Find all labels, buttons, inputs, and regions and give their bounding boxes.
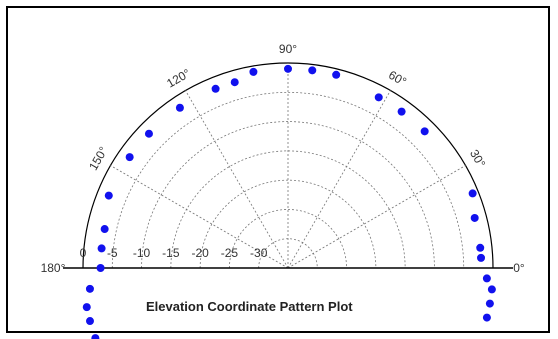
radial-tick-label: 0 [80, 246, 87, 260]
radial-tick-label: -10 [133, 246, 151, 260]
data-point [487, 285, 496, 294]
data-point [211, 84, 220, 93]
grid-arc [229, 209, 347, 269]
angle-tick-label: 120° [164, 66, 193, 91]
tick-labels: 0 -5 -10 -15 -20 -25 -30 0° 30° 60° 90° 120° 150° 180… [41, 42, 525, 275]
data-point [85, 317, 94, 326]
chart-title: Elevation Coordinate Pattern Plot [146, 299, 353, 314]
grid-arc [199, 179, 377, 269]
angle-tick-label: 60° [386, 68, 409, 89]
data-point [104, 191, 113, 200]
radial-tick-label: -20 [191, 246, 209, 260]
angle-tick-label: 90° [279, 42, 297, 56]
data-point [397, 107, 406, 116]
data-point [374, 93, 383, 102]
data-points [82, 64, 496, 339]
polar-grid [63, 62, 513, 269]
data-point [249, 67, 258, 76]
data-point [91, 334, 100, 339]
data-point [144, 129, 153, 138]
grid-spoke [287, 90, 391, 269]
data-point [332, 70, 341, 79]
data-point [477, 253, 486, 262]
angle-tick-label: 180° [41, 261, 66, 275]
grid-spoke [185, 90, 289, 269]
radial-tick-label: -30 [250, 246, 268, 260]
data-point [100, 225, 109, 234]
angle-tick-label: 30° [467, 147, 488, 170]
data-point [308, 66, 317, 75]
data-point [468, 189, 477, 198]
grid-arc [170, 150, 406, 269]
radial-tick-label: -5 [107, 246, 118, 260]
data-point [175, 103, 184, 112]
data-point [482, 274, 491, 283]
data-point [420, 127, 429, 136]
grid-arc [111, 91, 465, 269]
angle-tick-label: 150° [86, 144, 111, 173]
data-point [476, 243, 485, 252]
data-point [96, 264, 105, 272]
data-point [97, 244, 106, 253]
angle-tick-label: 0° [513, 261, 525, 275]
grid-spoke [287, 165, 466, 269]
data-point [125, 153, 134, 162]
grid-arc [141, 121, 435, 269]
data-point [85, 284, 94, 293]
data-point [82, 303, 91, 312]
data-point [470, 213, 479, 222]
data-point [485, 299, 494, 308]
data-point [284, 64, 292, 73]
radial-tick-label: -25 [221, 246, 239, 260]
radial-tick-label: -15 [162, 246, 180, 260]
data-point [230, 78, 239, 87]
data-point [482, 313, 491, 322]
